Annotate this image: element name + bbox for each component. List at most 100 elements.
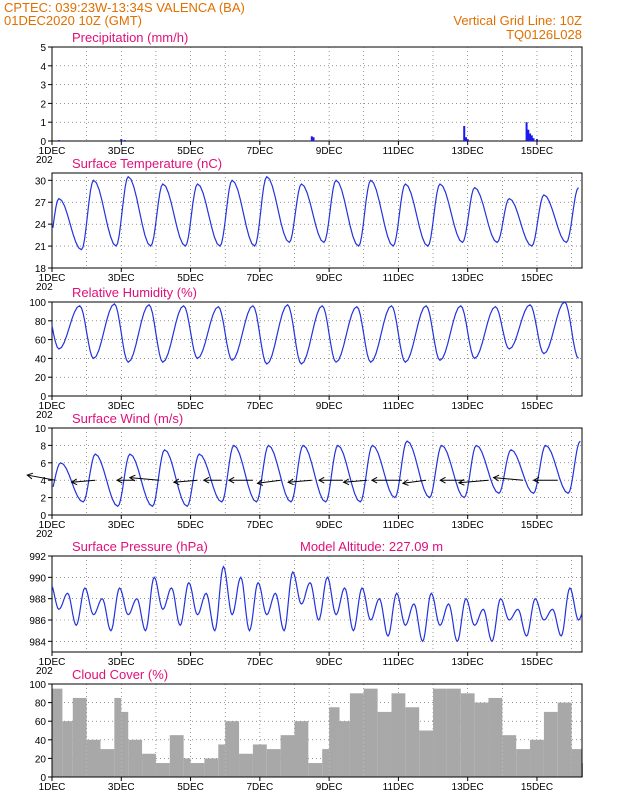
x-tick-label: 7DEC	[246, 146, 273, 157]
x-tick-label: 1DEC	[39, 273, 66, 284]
wind-vector	[458, 479, 489, 484]
wind-vector-head	[26, 472, 34, 480]
cloud-cover-bar	[460, 693, 475, 777]
panel-2: 18 21 24 27 30 1DEC 3DEC 5DEC 7DEC 9DEC 11DEC 13DEC…	[35, 156, 583, 293]
panel-6: 0 20 40 60 80 100 1DEC 3DEC 5DEC 7DEC 9DEC 11DEC 13D…	[29, 667, 583, 793]
x-tick-label: 11DEC	[383, 401, 415, 412]
x-tick-label: 11DEC	[383, 146, 415, 157]
panel-frame	[51, 172, 583, 269]
y-tick-label: 2	[40, 99, 46, 110]
cloud-cover-bar	[530, 739, 544, 777]
year-label: 202	[36, 410, 53, 421]
panel-frame	[51, 301, 583, 397]
x-tick-label: 15DEC	[521, 401, 553, 412]
panel-4: 0 2 4 6 8 10 1DEC 3DEC 5DEC 7DEC 9DEC 11DEC 13DEC 15D…	[26, 411, 583, 540]
x-tick-label: 13DEC	[452, 273, 484, 284]
cloud-cover-bar	[322, 749, 330, 777]
run-datetime: 01DEC2020 10Z (GMT)	[4, 13, 142, 28]
x-tick-label: 9DEC	[316, 273, 343, 284]
y-tick-label: 27	[35, 198, 47, 209]
precip-bar	[312, 137, 315, 141]
x-tick-label: 9DEC	[316, 782, 343, 793]
x-tick-label: 9DEC	[316, 520, 343, 531]
cloud-cover-bar	[72, 697, 87, 777]
panel-title: Surface Wind (m/s)	[72, 411, 183, 426]
wind-vector-head	[128, 474, 136, 482]
cloud-cover-bar	[543, 711, 558, 777]
y-tick-label: 60	[35, 336, 47, 347]
y-tick-label: 4	[40, 62, 46, 73]
x-tick-label: 11DEC	[383, 273, 415, 284]
precip-bar	[120, 139, 123, 141]
precip-bar	[464, 137, 467, 141]
x-tick-label: 15DEC	[521, 782, 553, 793]
panels-group: 0 1 2 3 4 5 1DEC 3DEC 5DEC 7DEC 9DEC 11DEC 13DEC 15DE…	[26, 30, 583, 793]
cloud-cover-bar	[308, 763, 323, 777]
wind-vector-head	[439, 476, 446, 484]
station-header: CPTEC: 039:23W-13:34S VALENCA (BA)	[4, 0, 245, 15]
wind-vector-head	[342, 478, 350, 486]
panel-title: Surface Temperature (nC)	[72, 156, 222, 171]
cloud-cover-bar	[155, 763, 170, 777]
cloud-cover-bar	[86, 739, 101, 777]
cloud-cover-bar	[377, 711, 392, 777]
cloud-cover-bar	[446, 688, 461, 777]
x-tick-label: 3DEC	[108, 401, 135, 412]
cloud-cover-bar	[252, 744, 267, 777]
x-tick-label: 13DEC	[452, 520, 484, 531]
grid-line-note: Vertical Grid Line: 10Z	[453, 13, 582, 28]
y-tick-label: 20	[35, 373, 47, 384]
x-tick-label: 13DEC	[452, 401, 484, 412]
x-tick-label: 1DEC	[39, 520, 66, 531]
x-tick-label: 3DEC	[108, 520, 135, 531]
y-tick-label: 80	[35, 317, 47, 328]
pressure-line	[51, 565, 583, 643]
model-code: TQ0126L028	[506, 27, 582, 42]
x-tick-label: 9DEC	[316, 657, 343, 668]
panel-frame-top	[51, 683, 583, 778]
year-label: 202	[36, 282, 53, 293]
panel-frame	[51, 427, 583, 516]
wind-vector-head	[492, 474, 500, 482]
precip-bar	[463, 125, 466, 141]
cloud-cover-bar	[405, 707, 420, 777]
x-tick-label: 5DEC	[177, 146, 204, 157]
cloud-cover-bar	[239, 753, 253, 777]
wind-vector	[257, 479, 281, 484]
y-tick-label: 21	[35, 242, 47, 253]
y-tick-label: 0	[40, 511, 46, 522]
y-tick-label: 8	[40, 441, 46, 452]
wind-vector-head	[256, 479, 264, 486]
cloud-cover-bar	[100, 749, 115, 777]
y-tick-label: 988	[29, 595, 46, 606]
wind-vector-head	[532, 476, 540, 484]
precip-bar	[57, 140, 60, 141]
precip-bar	[310, 136, 313, 141]
x-tick-label: 15DEC	[521, 520, 553, 531]
wind-vector	[288, 479, 312, 483]
cloud-cover-bar	[339, 721, 350, 777]
y-tick-label: 100	[29, 680, 46, 691]
x-tick-label: 5DEC	[177, 520, 204, 531]
y-tick-label: 18	[35, 264, 47, 275]
x-tick-label: 5DEC	[177, 401, 204, 412]
y-tick-label: 986	[29, 616, 46, 627]
x-tick-label: 15DEC	[521, 146, 553, 157]
y-tick-label: 100	[29, 298, 46, 309]
x-tick-label: 5DEC	[177, 273, 204, 284]
wind-vector	[343, 479, 368, 483]
wind-vector	[129, 477, 160, 481]
cloud-cover-bar	[349, 693, 364, 777]
precip-bar	[535, 139, 538, 141]
x-tick-label: 7DEC	[246, 273, 273, 284]
x-tick-label: 7DEC	[246, 782, 273, 793]
x-tick-label: 1DEC	[39, 146, 66, 157]
cloud-cover-bar	[204, 758, 219, 777]
y-tick-label: 40	[35, 736, 47, 747]
precip-bar	[123, 140, 126, 141]
panel-title: Relative Humidity (%)	[72, 285, 197, 300]
y-tick-label: 0	[40, 773, 46, 784]
y-tick-label: 40	[35, 354, 47, 365]
y-tick-label: 20	[35, 754, 47, 765]
